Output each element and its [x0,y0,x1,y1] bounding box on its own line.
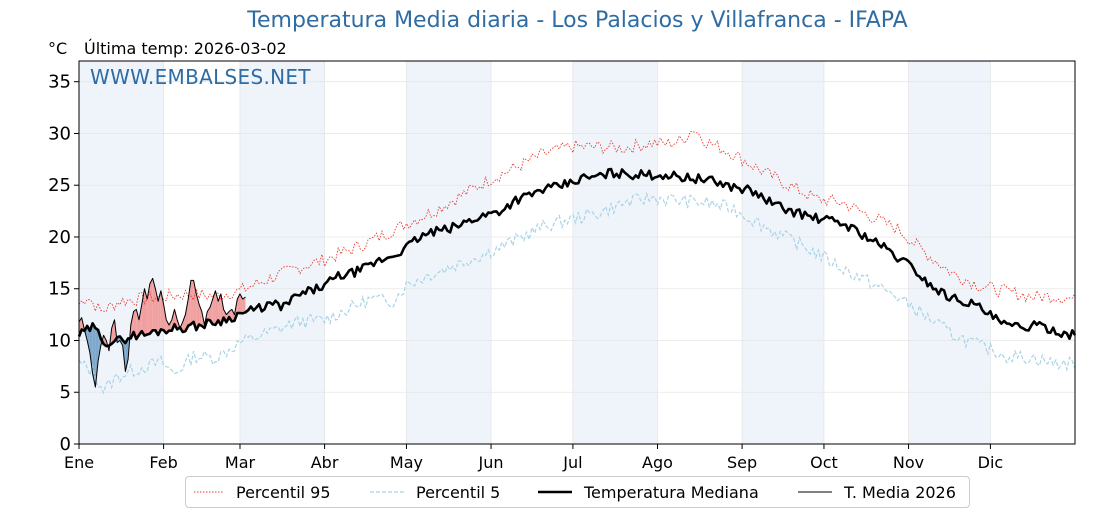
legend-label-p95: Percentil 95 [236,483,331,502]
y-tick-label: 35 [48,72,71,93]
x-tick-label: Sep [727,453,757,472]
legend-swatch-p95 [194,487,224,497]
legend-swatch-median [538,487,572,497]
legend-label-media2026: T. Media 2026 [844,483,956,502]
month-band [79,61,164,444]
anomaly-above-fill [243,297,246,313]
last-temp-label: Última temp: 2026-03-02 [84,39,287,58]
y-tick-label: 0 [60,434,71,455]
x-tick-label: Mar [225,453,256,472]
month-band [909,61,991,444]
x-tick-label: May [390,453,423,472]
y-tick-label: 10 [48,330,71,351]
month-band [742,61,824,444]
y-axis-unit: °C [48,39,67,58]
anomaly-above-fill [150,278,153,333]
x-tick-label: Nov [893,453,924,472]
y-tick-label: 5 [60,382,71,403]
month-band [240,61,325,444]
x-tick-label: Dic [978,453,1004,472]
legend-swatch-p5 [370,487,404,497]
month-band [573,61,658,444]
month-band [406,61,491,444]
y-tick-label: 25 [48,175,71,196]
x-tick-label: Abr [311,453,339,472]
y-tick-label: 15 [48,279,71,300]
legend-label-p5: Percentil 5 [416,483,500,502]
x-tick-label: Jun [478,453,504,472]
x-tick-label: Ene [64,453,94,472]
y-tick-label: 20 [48,227,71,248]
y-tick-label: 30 [48,123,71,144]
legend-swatch-media2026 [798,487,832,497]
chart-legend: Percentil 95 Percentil 5 Temperatura Med… [185,476,970,508]
x-tick-label: Oct [810,453,838,472]
anomaly-above-fill [191,280,194,324]
x-tick-label: Ago [642,453,673,472]
watermark-link[interactable]: WWW.EMBALSES.NET [90,65,311,89]
page-title: Temperatura Media diaria - Los Palacios … [0,8,1120,33]
x-tick-label: Jul [562,453,582,472]
x-tick-label: Feb [149,453,177,472]
legend-label-median: Temperatura Mediana [584,483,759,502]
